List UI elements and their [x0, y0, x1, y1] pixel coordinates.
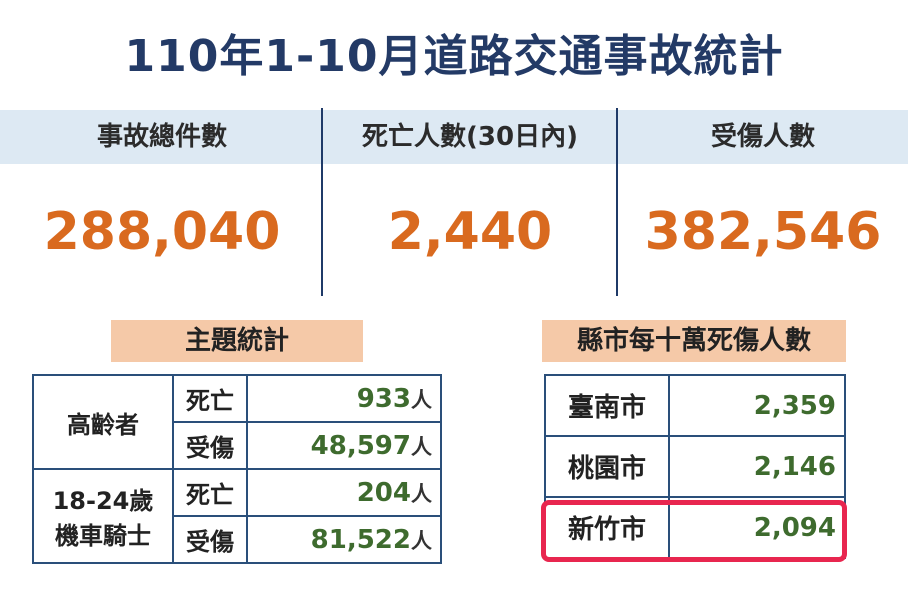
table-row: 臺南市 2,359 — [544, 374, 846, 437]
stat-value: 382,546 — [644, 202, 882, 262]
row-value: 933人 — [246, 374, 442, 423]
city-value: 2,146 — [668, 435, 846, 498]
row-unit: 人 — [411, 481, 432, 506]
row-value: 204人 — [246, 468, 442, 517]
row-number: 933 — [356, 383, 411, 414]
stat-value: 2,440 — [387, 202, 553, 262]
stat-divider — [616, 108, 618, 296]
table-row: 受傷 81,522人 — [33, 515, 442, 564]
stat-label: 事故總件數 — [96, 122, 227, 152]
stat-divider — [321, 108, 323, 296]
row-unit: 人 — [411, 528, 432, 553]
group-label: 18-24歲 機車騎士 — [32, 468, 174, 564]
page-title: 110年1-10月道路交通事故統計 — [124, 31, 784, 82]
table-row: 桃園市 2,146 — [544, 435, 846, 498]
row-type: 死亡 — [172, 374, 248, 423]
highlight-box — [541, 500, 847, 562]
city-name: 臺南市 — [544, 374, 670, 437]
group-label: 高齡者 — [32, 374, 174, 470]
row-value: 48,597人 — [246, 421, 442, 470]
table-row: 高齡者 死亡 933人 — [32, 374, 442, 470]
row-unit: 人 — [411, 387, 432, 412]
row-number: 81,522 — [310, 524, 411, 555]
county-stats-table: 臺南市 2,359 桃園市 2,146 新竹市 2,094 — [544, 374, 846, 559]
stat-total-accidents: 事故總件數 288,040 — [14, 110, 310, 295]
stats-header-band — [0, 110, 908, 164]
theme-stats-table: 高齡者 死亡 933人 受傷 48,597人 18-24歲 機車騎士 死亡 20… — [32, 374, 442, 564]
table-row: 受傷 48,597人 — [33, 421, 442, 470]
group-label-line2: 機車騎士 — [55, 522, 151, 550]
row-value: 81,522人 — [246, 515, 442, 564]
row-number: 204 — [356, 477, 411, 508]
stat-injuries: 受傷人數 382,546 — [620, 110, 906, 295]
table-row: 新竹市 2,094 — [544, 496, 846, 559]
city-value: 2,359 — [668, 374, 846, 437]
row-type: 受傷 — [172, 515, 248, 564]
theme-stats-header: 主題統計 — [111, 320, 363, 362]
group-label-line1: 18-24歲 — [52, 487, 154, 515]
county-stats-header: 縣市每十萬死傷人數 — [542, 320, 846, 362]
stat-value: 288,040 — [43, 202, 281, 262]
row-type: 死亡 — [172, 468, 248, 517]
city-name: 新竹市 — [544, 496, 670, 559]
city-name: 桃園市 — [544, 435, 670, 498]
row-number: 48,597 — [310, 430, 411, 461]
row-type: 受傷 — [172, 421, 248, 470]
row-unit: 人 — [411, 434, 432, 459]
table-row: 18-24歲 機車騎士 死亡 204人 — [32, 468, 442, 564]
stat-label: 死亡人數(30日內) — [362, 122, 578, 152]
stat-label: 受傷人數 — [710, 122, 815, 152]
city-value: 2,094 — [668, 496, 846, 559]
stat-deaths: 死亡人數(30日內) 2,440 — [324, 110, 616, 295]
